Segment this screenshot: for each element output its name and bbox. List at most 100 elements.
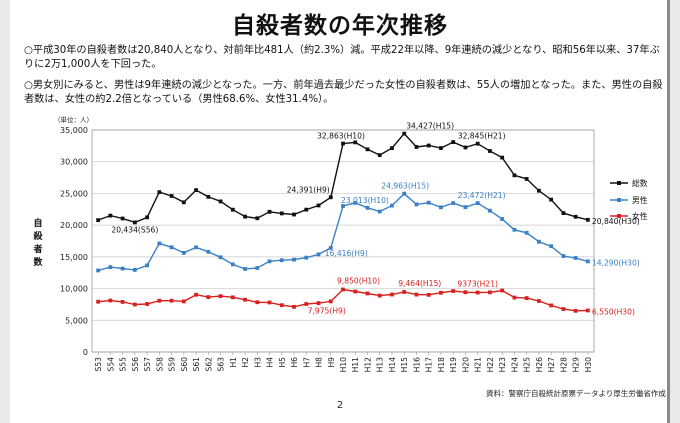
data-point — [463, 205, 468, 210]
data-point — [426, 200, 431, 205]
x-tick-label: H11 — [351, 357, 360, 373]
data-point — [451, 140, 456, 144]
data-point — [230, 262, 235, 267]
data-point — [451, 201, 456, 205]
data-label: 34,427(H15) — [406, 122, 454, 131]
data-point — [402, 290, 407, 294]
data-point — [132, 268, 137, 272]
data-point — [120, 300, 125, 304]
data-point — [414, 202, 419, 207]
data-point — [267, 209, 272, 214]
data-point — [537, 239, 541, 244]
x-tick-label: H19 — [449, 357, 458, 373]
data-point — [390, 146, 394, 151]
data-point — [194, 292, 198, 297]
data-point — [475, 290, 480, 295]
data-point — [524, 230, 529, 235]
data-point — [328, 195, 333, 200]
data-point — [561, 307, 566, 311]
data-point — [561, 254, 566, 258]
data-point — [365, 205, 370, 210]
page-title: 自殺者数の年次推移 — [232, 13, 448, 39]
data-point — [488, 149, 492, 153]
data-point — [512, 295, 517, 300]
data-point — [145, 263, 149, 268]
data-label: 6,550(H30) — [592, 307, 635, 316]
data-label: 14,290(H30) — [592, 258, 640, 267]
data-point — [328, 299, 333, 304]
data-point — [463, 290, 468, 295]
data-point — [120, 266, 125, 271]
chart-annotations: 20,434(S56) 24,391(H9) 32,863(H10) 34,427(H… — [111, 122, 639, 317]
line-chart: 0 5,000 10,000 15,000 20,000 25,000 30,000 35,0… — [32, 115, 648, 373]
x-tick-label: H4 — [266, 357, 275, 368]
data-point — [157, 190, 162, 195]
data-point — [218, 255, 223, 260]
data-point — [365, 147, 370, 152]
data-point — [353, 200, 358, 205]
data-label: 23,472(H21) — [458, 191, 506, 200]
data-point — [292, 212, 296, 217]
unit-label: （単位：人） — [54, 115, 93, 124]
source-note: 資料：警察庁自殺統計原票データより厚生労働省作成 — [486, 389, 666, 398]
data-point — [414, 145, 419, 149]
x-tick-label: H14 — [388, 357, 397, 373]
data-point — [304, 255, 309, 260]
y-tick-label: 0 — [83, 348, 88, 357]
data-point — [206, 295, 211, 299]
data-point — [341, 287, 345, 292]
data-point — [292, 257, 296, 262]
data-point — [169, 194, 174, 198]
data-point — [549, 197, 554, 202]
y-axis-label-char: 者 — [32, 243, 42, 255]
data-point — [243, 297, 247, 302]
x-tick-label: H10 — [339, 357, 348, 373]
x-tick-label: H23 — [498, 357, 507, 373]
data-point — [488, 208, 492, 213]
data-point — [500, 155, 505, 160]
x-tick-label: H27 — [547, 357, 556, 373]
x-tick-label: H6 — [290, 357, 299, 368]
x-tick-label: S54 — [106, 357, 115, 372]
chart-series — [96, 131, 590, 313]
data-point — [390, 292, 394, 297]
x-tick-label: H16 — [412, 357, 421, 373]
data-point — [328, 245, 333, 250]
data-point — [537, 188, 541, 193]
y-tick-label: 35,000 — [60, 126, 88, 135]
x-tick-label: H3 — [253, 357, 262, 368]
data-point — [353, 289, 358, 294]
data-point — [585, 217, 590, 222]
data-point — [585, 308, 590, 313]
page-edge — [667, 0, 670, 423]
data-point — [132, 220, 137, 225]
x-tick-label: H12 — [363, 357, 372, 373]
y-axis-label-char: 数 — [33, 256, 43, 268]
x-tick-label: H28 — [559, 357, 568, 373]
legend-marker — [617, 181, 621, 185]
x-tick-label: S60 — [180, 357, 189, 372]
data-point — [292, 304, 296, 309]
data-point — [96, 218, 101, 223]
x-tick-label: H30 — [584, 357, 593, 373]
data-point — [218, 294, 223, 299]
x-tick-label: H21 — [474, 357, 483, 373]
data-label: 9373(H21) — [457, 280, 498, 289]
data-point — [439, 290, 443, 295]
data-point — [573, 308, 578, 313]
data-label: 32,863(H10) — [317, 132, 365, 141]
data-point — [169, 298, 174, 303]
data-label: 23,013(H10) — [341, 196, 389, 205]
y-tick-label: 5,000 — [65, 316, 88, 325]
data-point — [181, 200, 186, 205]
x-tick-label: S59 — [168, 357, 177, 372]
legend-label: 男性 — [632, 195, 648, 205]
data-point — [316, 203, 321, 208]
data-point — [341, 141, 345, 146]
data-point — [108, 213, 113, 218]
data-label: 7,975(H9) — [308, 306, 346, 315]
y-tick-label: 25,000 — [60, 189, 88, 198]
data-point — [524, 177, 529, 181]
y-tick-label: 30,000 — [60, 158, 88, 167]
data-point — [426, 292, 431, 297]
